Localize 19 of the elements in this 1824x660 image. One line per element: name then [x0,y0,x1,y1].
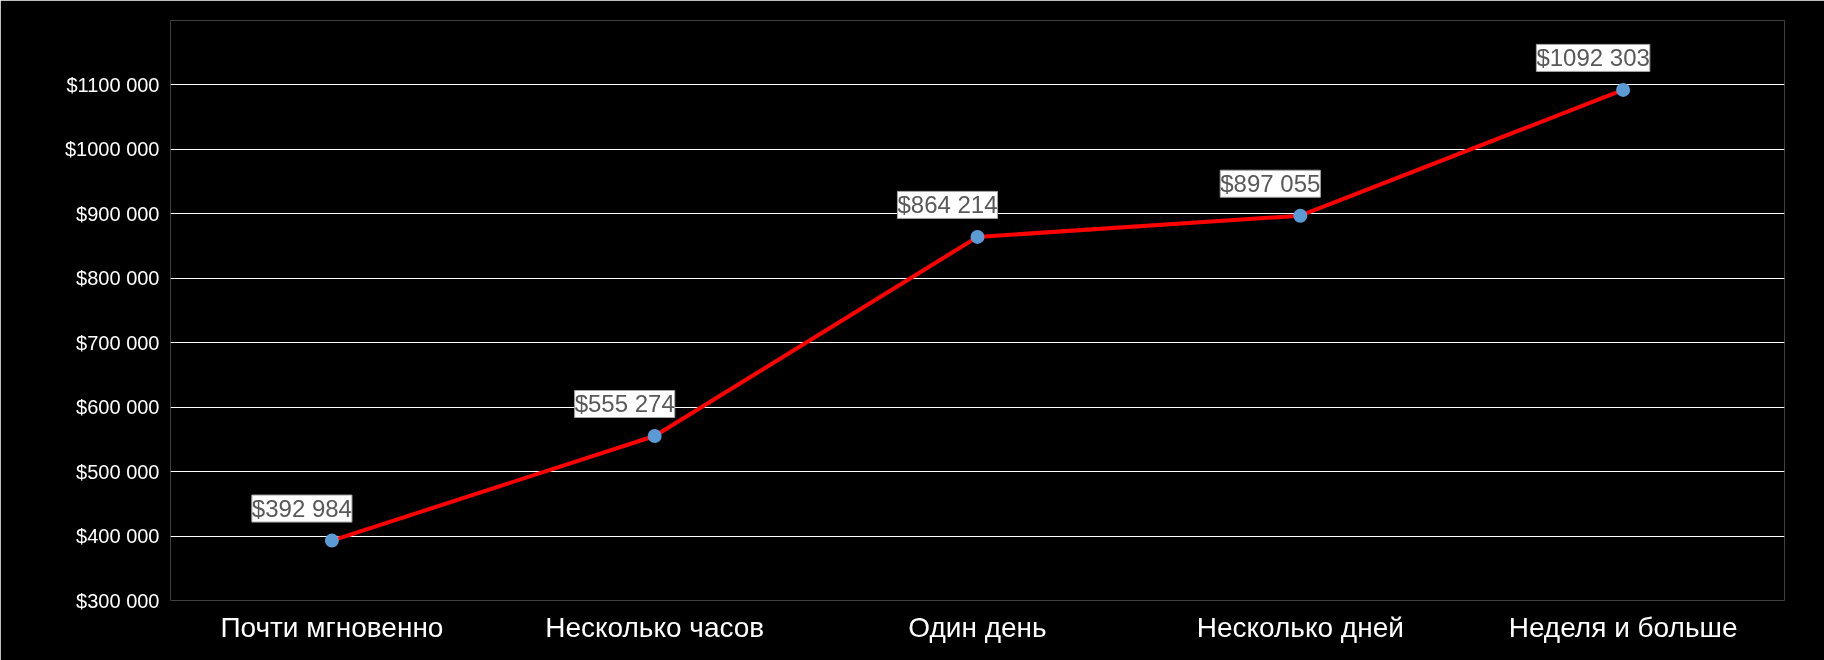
y-tick-label: $300 000 [76,589,160,612]
x-tick-label: Почти мгновенно [220,611,444,643]
y-tick-label: $800 000 [76,267,160,290]
y-tick-label: $900 000 [76,202,160,225]
x-tick-label: Несколько дней [1196,611,1404,643]
data-label: $897 055 [1220,170,1321,198]
data-label: $392 984 [251,495,352,523]
x-tick-label: Неделя и больше [1508,611,1738,643]
y-tick-label: $400 000 [76,525,160,548]
data-label: $864 214 [897,191,998,219]
y-tick-label: $1000 000 [64,138,160,161]
y-tick-label: $500 000 [76,460,160,483]
y-tick-label: $600 000 [76,396,160,419]
y-tick-label: $700 000 [76,331,160,354]
data-label: $1092 303 [1536,44,1650,72]
x-tick-label: Несколько часов [545,611,765,643]
y-tick-label: $1100 000 [66,73,160,96]
x-tick-label: Один день [908,611,1047,643]
data-label: $555 274 [574,390,675,418]
